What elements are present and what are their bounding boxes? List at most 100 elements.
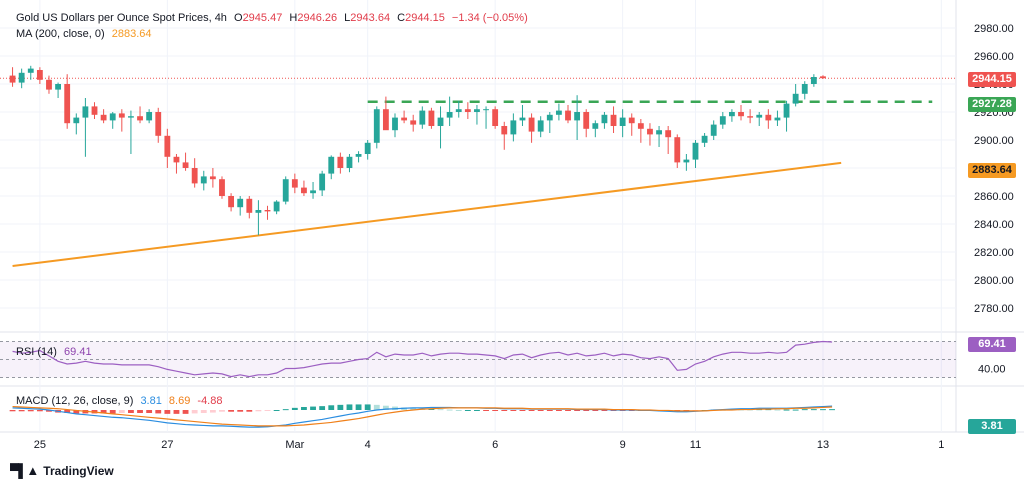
price-tick-label: 2980.00 [974, 23, 1014, 35]
ma-label: MA (200, close, 0) [16, 28, 105, 40]
macd-histogram-bar [273, 410, 280, 411]
macd-histogram-bar [246, 410, 253, 412]
macd-value: 3.81 [140, 395, 162, 407]
candle-body [173, 156, 180, 163]
candle-body [155, 112, 162, 136]
macd-histogram-bar [346, 404, 353, 410]
macd-histogram-bar [291, 407, 298, 410]
candle-body [401, 117, 408, 121]
macd-histogram-bar [237, 410, 244, 412]
candle-body [191, 168, 198, 184]
ma-legend: MA (200, close, 0) 2883.64 [16, 28, 155, 40]
candle-body [647, 128, 653, 135]
candle-body [310, 190, 316, 194]
candle-body [146, 112, 153, 121]
candle-body [18, 72, 25, 83]
candle-body [109, 113, 116, 121]
candle-body [738, 112, 744, 117]
candle-body [328, 156, 335, 174]
candle-body [319, 173, 326, 191]
candle-body [355, 154, 362, 157]
candle-body [783, 103, 790, 118]
candle-body [674, 137, 681, 163]
candle-body [164, 135, 171, 157]
candle-body [801, 84, 808, 94]
candle-body [692, 142, 699, 160]
candle-body [392, 117, 398, 131]
macd-histogram-bar [510, 410, 517, 411]
close-value: 2944.15 [405, 12, 445, 24]
candle-body [255, 210, 262, 213]
low-value: 2943.64 [350, 12, 391, 24]
candle-body [91, 106, 98, 115]
macd-histogram-bar [264, 410, 271, 411]
candle-body [719, 116, 726, 125]
time-tick-label: Mar [285, 439, 304, 451]
candle-body [264, 210, 271, 212]
candle-body [364, 142, 371, 154]
macd-histogram-bar [437, 409, 444, 411]
macd-histogram-bar [783, 409, 790, 411]
macd-histogram-bar [592, 410, 599, 411]
close-label: C [397, 12, 406, 24]
candle-body [9, 75, 16, 83]
price-tick-label: 2820.00 [974, 247, 1014, 259]
time-tick-label: 9 [620, 439, 626, 451]
macd-histogram-bar [537, 410, 544, 411]
candle-body [501, 126, 508, 135]
macd-histogram-bar [182, 410, 189, 414]
candle-body [665, 130, 672, 138]
last-price-tag: 2944.15 [968, 72, 1016, 87]
macd-histogram-bar [792, 409, 799, 411]
candle-body [346, 156, 353, 168]
macd-histogram-bar [328, 405, 335, 410]
candle-body [200, 176, 207, 184]
candle-body [601, 114, 608, 124]
time-tick-label: 6 [492, 439, 498, 451]
candle-body [100, 114, 107, 121]
macd-signal-value: 8.69 [168, 395, 191, 407]
macd-histogram-bar [282, 409, 289, 411]
candle-body [774, 117, 781, 121]
candle-body [455, 109, 462, 112]
macd-histogram-bar [18, 410, 25, 412]
macd-histogram-bar [483, 410, 489, 411]
resistance-price-tag: 2927.28 [968, 97, 1016, 112]
candle-body [301, 187, 307, 194]
candle-body [574, 112, 581, 121]
macd-histogram-bar [27, 410, 34, 412]
macd-histogram-bar [528, 410, 535, 411]
macd-histogram-bar [428, 408, 435, 410]
rsi-value: 69.41 [64, 346, 92, 358]
macd-histogram-bar [228, 410, 235, 412]
macd-histogram-bar [382, 405, 389, 410]
candle-body [510, 120, 517, 135]
macd-histogram-bar [455, 410, 462, 411]
macd-histogram-bar [601, 410, 608, 411]
candle-body [237, 198, 244, 208]
candle-body [410, 120, 417, 125]
macd-histogram-bar [829, 409, 835, 411]
macd-histogram-bar [310, 406, 316, 410]
candle-body [792, 93, 799, 104]
rsi-value-tag: 69.41 [968, 337, 1016, 352]
macd-histogram-bar [519, 410, 526, 411]
rsi-level-label: 40.00 [978, 364, 1006, 376]
candle-body [710, 124, 717, 136]
macd-histogram-bar [36, 410, 43, 412]
time-tick-label: 11 [690, 439, 701, 451]
high-value: 2946.26 [297, 12, 338, 24]
candle-body [565, 110, 571, 121]
macd-histogram-bar [100, 410, 107, 414]
candle-body [428, 110, 435, 126]
brand-logo[interactable]: ▀▌▲ TradingView [10, 463, 114, 478]
candle-body [474, 109, 480, 112]
brand-name: TradingView [43, 463, 114, 478]
candle-body [483, 109, 489, 111]
macd-histogram-bar [319, 406, 326, 410]
macd-histogram-bar [474, 410, 480, 411]
price-tick-label: 2780.00 [974, 303, 1014, 315]
macd-histogram-bar [801, 409, 808, 411]
ma-value: 2883.64 [111, 28, 152, 40]
macd-histogram-bar [501, 410, 508, 411]
